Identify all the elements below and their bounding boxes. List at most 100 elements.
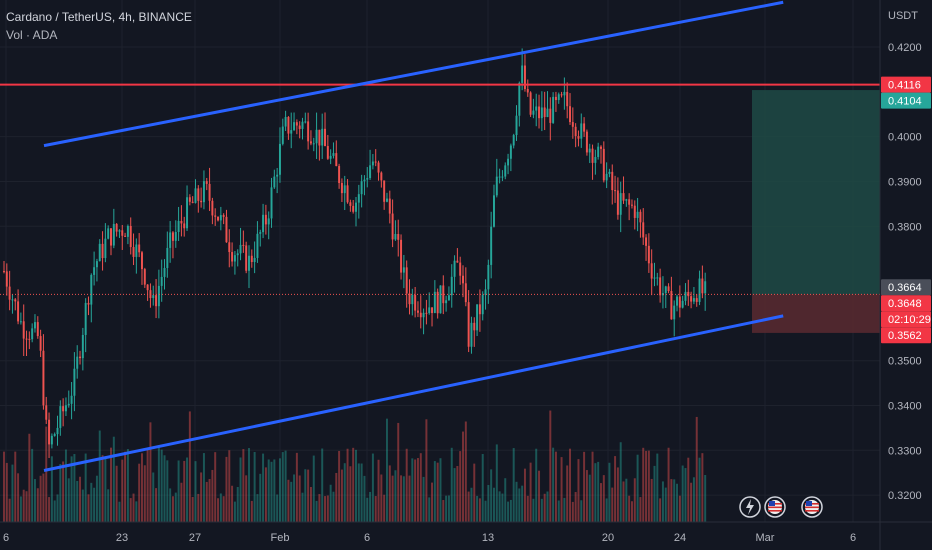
candle-body[interactable]	[264, 214, 267, 225]
candle-body[interactable]	[416, 310, 419, 313]
stop-zone[interactable]	[752, 294, 880, 333]
candle-body[interactable]	[140, 252, 143, 270]
candle-body[interactable]	[253, 257, 256, 263]
candle-body[interactable]	[405, 267, 408, 294]
candle-body[interactable]	[462, 275, 464, 284]
candle-body[interactable]	[695, 298, 698, 302]
channel-lower-line[interactable]	[43, 314, 784, 472]
candle-body[interactable]	[360, 181, 363, 195]
candle-body[interactable]	[115, 223, 118, 232]
candle-body[interactable]	[346, 185, 349, 203]
candle-body[interactable]	[664, 286, 667, 294]
candle-body[interactable]	[397, 233, 400, 240]
candle-body[interactable]	[355, 202, 357, 212]
candle-body[interactable]	[73, 368, 76, 396]
candle-body[interactable]	[456, 260, 459, 263]
candle-body[interactable]	[87, 302, 90, 305]
candle-body[interactable]	[647, 245, 650, 264]
candle-body[interactable]	[19, 321, 22, 323]
candle-body[interactable]	[126, 226, 129, 237]
candle-body[interactable]	[242, 244, 245, 246]
candle-body[interactable]	[56, 427, 59, 435]
candle-body[interactable]	[107, 228, 110, 239]
candle-body[interactable]	[504, 165, 507, 177]
candle-body[interactable]	[214, 215, 217, 217]
candle-body[interactable]	[70, 395, 73, 404]
candle-body[interactable]	[321, 128, 324, 146]
candle-body[interactable]	[490, 226, 493, 265]
candle-body[interactable]	[400, 239, 403, 273]
candle-body[interactable]	[402, 267, 405, 273]
candle-body[interactable]	[267, 218, 270, 225]
candle-body[interactable]	[467, 302, 470, 347]
candle-body[interactable]	[132, 247, 135, 257]
candle-body[interactable]	[110, 228, 112, 246]
candle-body[interactable]	[495, 176, 498, 196]
candle-body[interactable]	[143, 269, 146, 285]
candle-body[interactable]	[59, 406, 62, 428]
candle-body[interactable]	[639, 211, 642, 223]
candle-body[interactable]	[645, 237, 648, 246]
candle-body[interactable]	[614, 190, 617, 192]
candle-body[interactable]	[98, 243, 101, 262]
candle-body[interactable]	[118, 230, 121, 232]
candle-body[interactable]	[357, 194, 360, 203]
candle-body[interactable]	[492, 195, 495, 227]
candle-body[interactable]	[616, 190, 619, 215]
candle-body[interactable]	[95, 261, 98, 268]
candle-body[interactable]	[512, 135, 515, 146]
candle-body[interactable]	[169, 232, 172, 248]
candle-body[interactable]	[177, 220, 180, 232]
candle-body[interactable]	[270, 187, 273, 219]
candle-body[interactable]	[625, 199, 628, 201]
candle-body[interactable]	[250, 255, 253, 263]
candle-body[interactable]	[535, 106, 538, 111]
candle-body[interactable]	[453, 260, 456, 277]
candle-body[interactable]	[363, 179, 366, 182]
candle-body[interactable]	[76, 356, 79, 369]
candle-body[interactable]	[53, 434, 56, 436]
candle-body[interactable]	[442, 285, 445, 304]
candle-body[interactable]	[22, 321, 25, 339]
candle-body[interactable]	[186, 197, 189, 229]
candle-body[interactable]	[90, 274, 93, 305]
candle-body[interactable]	[157, 285, 160, 307]
candle-body[interactable]	[447, 295, 450, 301]
candle-body[interactable]	[287, 116, 290, 134]
candle-body[interactable]	[369, 165, 372, 179]
candle-body[interactable]	[585, 131, 588, 153]
candle-body[interactable]	[481, 295, 484, 315]
candle-body[interactable]	[62, 406, 65, 412]
candle-body[interactable]	[42, 350, 45, 406]
candle-body[interactable]	[256, 233, 259, 258]
candle-body[interactable]	[163, 268, 166, 277]
candle-body[interactable]	[239, 244, 242, 254]
candle-body[interactable]	[11, 299, 14, 301]
candle-body[interactable]	[67, 403, 70, 406]
candle-body[interactable]	[315, 129, 318, 144]
candle-body[interactable]	[546, 108, 549, 118]
candle-body[interactable]	[124, 235, 127, 237]
candle-body[interactable]	[180, 220, 183, 224]
candle-body[interactable]	[532, 110, 535, 115]
candle-body[interactable]	[174, 231, 177, 241]
candle-body[interactable]	[436, 291, 439, 314]
candle-body[interactable]	[371, 161, 374, 166]
candle-body[interactable]	[245, 245, 248, 271]
candle-body[interactable]	[580, 123, 583, 139]
candle-body[interactable]	[64, 405, 67, 412]
candle-body[interactable]	[84, 302, 87, 335]
candle-body[interactable]	[473, 322, 476, 331]
candle-body[interactable]	[36, 322, 39, 337]
candle-body[interactable]	[284, 116, 287, 127]
candle-body[interactable]	[605, 173, 608, 181]
candle-body[interactable]	[228, 242, 231, 253]
candle-body[interactable]	[422, 312, 425, 318]
candle-body[interactable]	[14, 299, 17, 302]
candle-body[interactable]	[509, 145, 512, 159]
candle-body[interactable]	[425, 312, 428, 314]
candle-body[interactable]	[676, 296, 679, 306]
candle-body[interactable]	[653, 277, 656, 279]
candle-body[interactable]	[633, 205, 636, 218]
candle-body[interactable]	[366, 178, 369, 180]
